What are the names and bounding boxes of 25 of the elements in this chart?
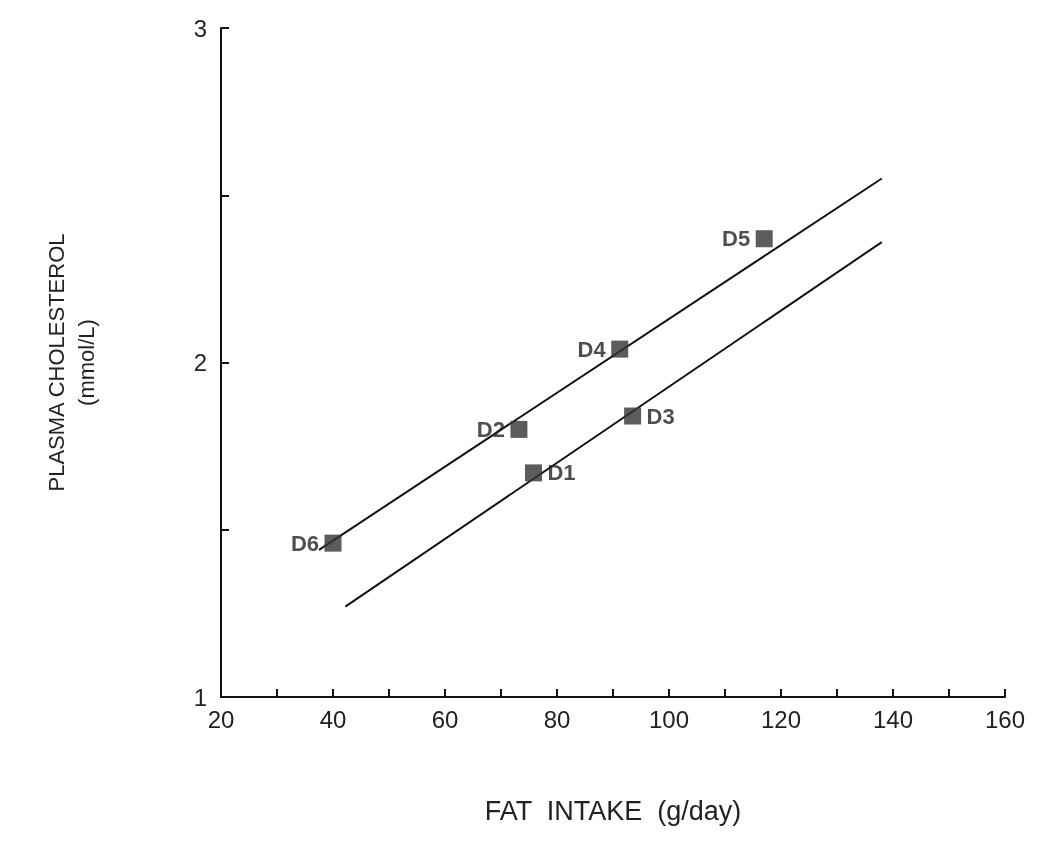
x-tick-label: 80: [543, 705, 571, 733]
x-axis-title: FAT INTAKE (g/day): [484, 795, 742, 826]
annotation: D6: [290, 530, 319, 556]
annotation: D1: [547, 460, 576, 486]
point: [510, 420, 528, 438]
y-tick-label: 2: [193, 349, 207, 376]
y-tick-label: 1: [193, 683, 207, 711]
x-tick-label: 100: [648, 705, 690, 733]
y-axis-title: PLASMA CHOLESTEROL (mmol/L): [43, 233, 99, 492]
annotation: D4: [577, 336, 607, 362]
annotation: D2: [476, 416, 505, 442]
x-tick-label: 120: [760, 705, 802, 733]
x-tick-label: 140: [872, 705, 914, 733]
annotation: D3: [646, 403, 675, 429]
point: [611, 340, 629, 358]
x-tick-label: 40: [319, 705, 347, 733]
annotation: D5: [722, 226, 751, 252]
x-tick-label: 160: [984, 705, 1026, 733]
point: [624, 407, 642, 425]
point: [524, 464, 542, 482]
x-tick-label: 20: [207, 705, 235, 733]
y-tick-label: 3: [193, 14, 207, 42]
point: [755, 230, 773, 248]
point: [324, 534, 342, 552]
x-tick-label: 60: [431, 705, 459, 733]
